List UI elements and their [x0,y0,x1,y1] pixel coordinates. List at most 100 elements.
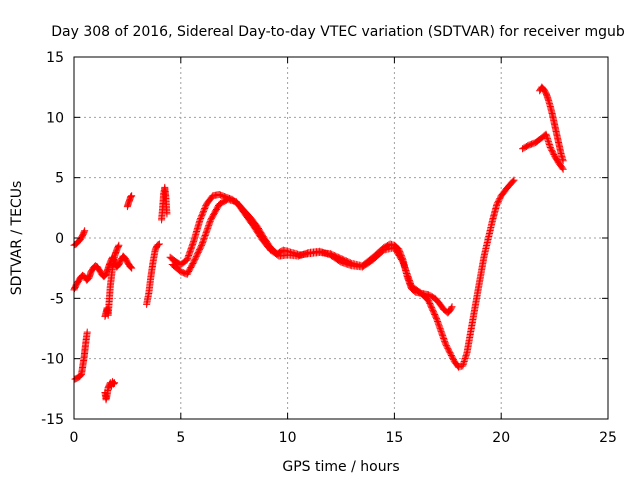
segment-early-upper [70,227,89,249]
data-point [198,240,206,248]
data-point [111,379,119,387]
data-point [404,274,412,282]
data-point [405,277,413,285]
data-point [434,319,442,327]
data-point [448,303,456,311]
data-point [110,380,118,388]
data-point [128,264,136,272]
data-point [440,336,448,344]
data-point [437,327,445,335]
data-point [200,207,208,215]
data-point [436,325,444,333]
data-point [400,262,408,270]
segment-spike-2.6 [123,192,136,211]
x-tick-label: 15 [385,430,403,446]
data-point [401,264,409,272]
y-tick-label: 0 [55,231,64,247]
data-point [127,192,135,200]
data-point [126,263,134,271]
x-tick-label: 10 [279,430,297,446]
data-point [440,335,448,343]
data-point [509,177,517,185]
segment-dip-cluster [101,378,119,404]
data-point [199,209,207,217]
data-point [110,379,118,387]
data-point [399,258,407,266]
data-point [115,241,123,249]
y-axis-label: SDTVAR / TECUs [9,181,25,296]
data-point [204,224,212,232]
data-point [406,278,414,286]
data-point [402,267,410,275]
data-point [437,326,445,334]
data-point [406,279,414,287]
data-point [205,220,213,228]
data-point [433,316,441,324]
x-tick-label: 0 [70,430,79,446]
data-point [196,216,204,224]
segment-late-upper [536,83,567,165]
data-point [441,337,449,345]
y-tick-label: 10 [46,110,64,126]
data-point [201,233,209,241]
data-point [199,239,207,247]
data-point [435,320,443,328]
data-point [81,227,89,235]
x-tick-label: 25 [599,430,617,446]
x-tick-label: 5 [176,430,185,446]
data-point [402,268,410,276]
data-point [559,165,567,173]
segment-main-lower [168,176,518,371]
data-point [154,241,162,249]
data-point [204,223,212,231]
segment-late-lower [519,130,567,173]
data-point [201,232,209,240]
grid [74,57,608,419]
data-point [202,230,210,238]
y-tick-label: -10 [41,352,64,368]
data-point [200,236,208,244]
data-point [114,242,122,250]
y-tick-label: 15 [46,50,64,66]
y-tick-label: -15 [41,412,64,428]
data-point [403,269,411,277]
segment-early-main [70,252,136,294]
data-point [400,261,408,269]
axes: 0 5 10 15 20 25 -15 -10 -5 0 5 10 15 [41,50,617,446]
data-point [200,234,208,242]
data-point [206,219,214,227]
data-point [405,275,413,283]
data-point [434,317,442,325]
data-point [197,213,205,221]
segment-dip-rise [101,241,123,320]
data-point [155,240,163,248]
data-point [127,263,135,271]
data-point [202,229,210,237]
data-point [199,237,207,245]
y-tick-label: 5 [55,171,64,187]
data-layer [70,83,567,404]
data-point [435,322,443,330]
data-point [163,210,171,218]
data-point [80,228,88,236]
data-point [559,157,567,165]
chart-title: Day 308 of 2016, Sidereal Day-to-day VTE… [51,24,625,40]
data-point [439,332,447,340]
data-point [83,328,91,336]
data-point [447,304,455,312]
data-point [401,265,409,273]
data-point [558,164,566,172]
data-point [510,176,518,184]
segment-early-lower [71,328,91,383]
x-tick-label: 20 [492,430,510,446]
x-axis-label: GPS time / hours [282,459,399,475]
data-point [197,214,205,222]
data-point [436,323,444,331]
y-tick-label: -5 [50,291,64,307]
data-point [76,372,84,380]
data-point [438,330,446,338]
data-point [205,222,213,230]
segment-spike-4.2 [158,183,171,224]
